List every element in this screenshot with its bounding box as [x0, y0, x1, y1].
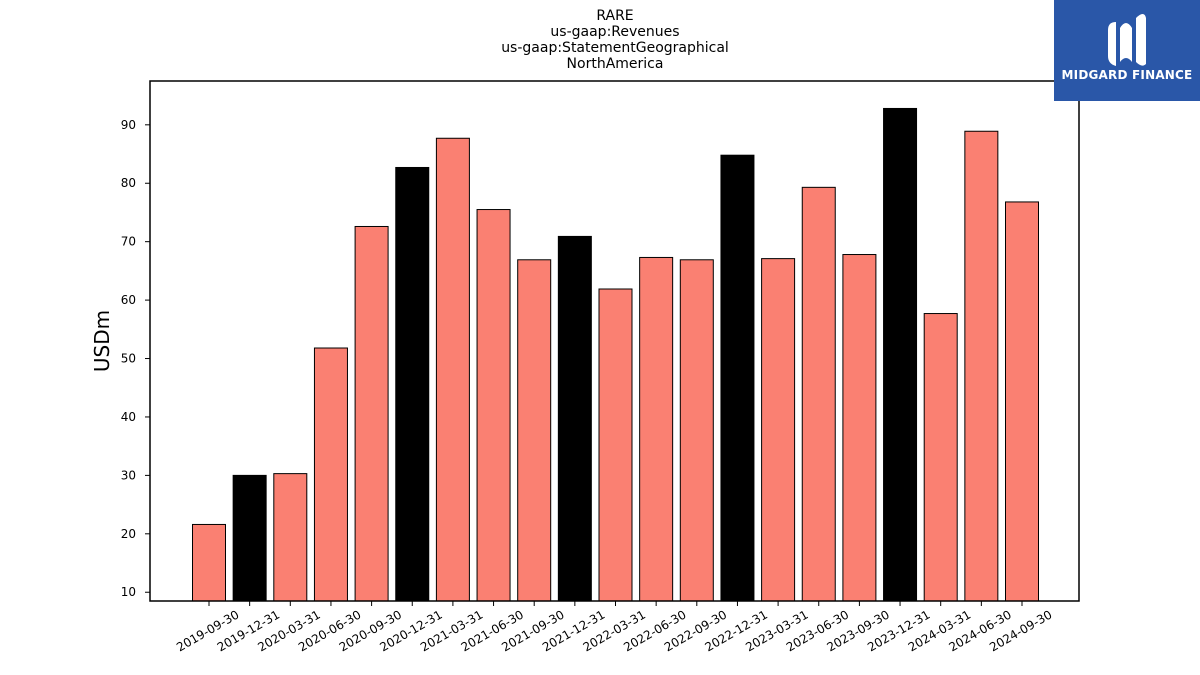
y-tick-label: 50	[121, 352, 136, 366]
bar-2024-06-30	[964, 130, 999, 602]
y-tick-label: 20	[121, 527, 136, 541]
bar-2022-12-31	[720, 154, 755, 602]
bar-2021-12-31	[557, 235, 592, 602]
y-tick-label: 90	[121, 118, 136, 132]
bar-2020-12-31	[395, 166, 430, 602]
chart-title-line: NorthAmerica	[567, 56, 664, 72]
chart-title-line: us-gaap:StatementGeographical	[501, 40, 729, 56]
bar-2019-09-30	[192, 523, 226, 602]
plot-frame	[149, 80, 1080, 602]
chart-title-line: RARE	[596, 8, 633, 24]
y-tick-label: 70	[121, 235, 136, 249]
bar-2020-09-30	[354, 225, 389, 602]
y-tick-label: 80	[121, 176, 136, 190]
y-tick-label: 40	[121, 410, 136, 424]
y-tick-label: 60	[121, 293, 136, 307]
chart-title: RAREus-gaap:Revenuesus-gaap:StatementGeo…	[501, 8, 729, 72]
bar-2024-03-31	[923, 313, 958, 602]
bar-2019-12-31	[232, 474, 267, 602]
bars-group	[192, 107, 1039, 602]
bar-2021-03-31	[435, 137, 470, 602]
bar-2024-09-30	[1005, 201, 1039, 602]
y-axis: 10 20 30 40 50 60 70 80 90	[121, 118, 150, 599]
bar-2021-06-30	[476, 209, 511, 602]
bar-2022-03-31	[598, 288, 633, 602]
bar-2023-09-30	[842, 254, 877, 602]
y-tick-label: 30	[121, 468, 136, 482]
bar-2023-03-31	[761, 258, 796, 602]
bar-2020-06-30	[313, 347, 348, 602]
bar-2023-12-31	[883, 107, 918, 602]
bar-2021-09-30	[517, 259, 552, 602]
midgard-logo-icon	[1108, 14, 1146, 66]
y-axis-label: USDm	[90, 310, 114, 372]
bar-2022-09-30	[679, 259, 714, 602]
x-axis: 2019-09-302019-12-312020-03-312020-06-30…	[174, 601, 1055, 654]
bar-2020-03-31	[273, 473, 308, 602]
bar-2023-06-30	[801, 186, 836, 602]
chart-title-line: us-gaap:Revenues	[550, 24, 679, 40]
brand-logo: MIDGARD FINANCE	[1054, 0, 1200, 101]
logo-text: MIDGARD FINANCE	[1061, 68, 1193, 82]
y-tick-label: 10	[121, 585, 136, 599]
bar-2022-06-30	[639, 256, 674, 602]
